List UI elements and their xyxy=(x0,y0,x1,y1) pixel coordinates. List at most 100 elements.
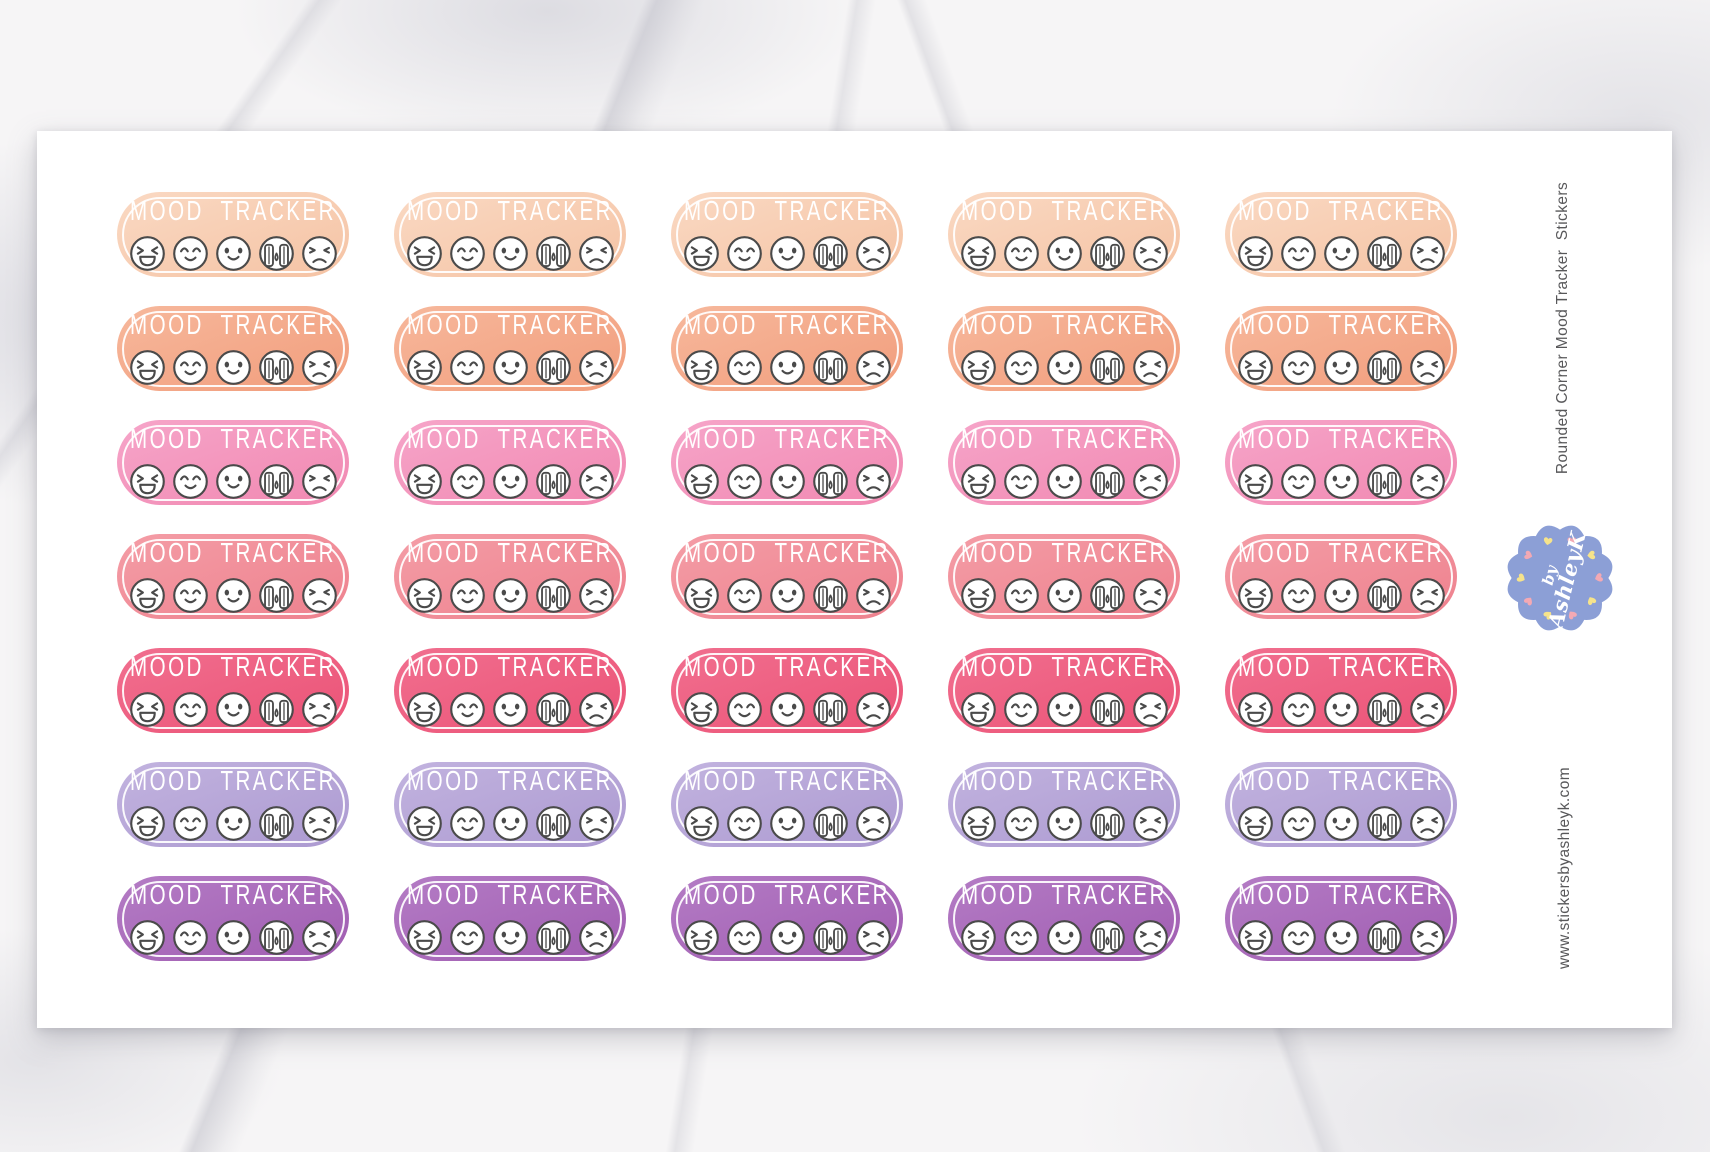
mood-tracker-sticker-peach: MOOD TRACKER xyxy=(117,192,349,277)
content-face-icon xyxy=(492,464,528,499)
laughing-face-icon xyxy=(406,350,442,385)
mood-faces-row xyxy=(948,463,1180,500)
sticker-title: MOOD TRACKER xyxy=(407,310,613,341)
mood-tracker-sticker-salmon: MOOD TRACKER xyxy=(117,306,349,391)
angry-face-icon xyxy=(1132,350,1168,385)
crying-face-icon xyxy=(812,464,848,499)
mood-faces-row xyxy=(671,919,903,956)
sticker-grid: MOOD TRACKER MOOD TRACKER MOOD TRACKER MOOD… xyxy=(117,192,1457,961)
crying-face-icon xyxy=(535,236,571,271)
mood-faces-row xyxy=(394,463,626,500)
mood-faces-row xyxy=(394,577,626,614)
happy-face-icon xyxy=(1003,920,1039,955)
sticker-title: MOOD TRACKER xyxy=(407,196,613,227)
crying-face-icon xyxy=(1366,692,1402,727)
happy-face-icon xyxy=(1280,236,1316,271)
laughing-face-icon xyxy=(406,464,442,499)
crying-face-icon xyxy=(812,578,848,613)
sticker-title: MOOD TRACKER xyxy=(684,880,890,911)
laughing-face-icon xyxy=(960,578,996,613)
angry-face-icon xyxy=(855,578,891,613)
sticker-title: MOOD TRACKER xyxy=(1238,424,1444,455)
laughing-face-icon xyxy=(960,350,996,385)
happy-face-icon xyxy=(449,464,485,499)
crying-face-icon xyxy=(1366,464,1402,499)
mood-faces-row xyxy=(117,463,349,500)
mood-faces-row xyxy=(671,691,903,728)
content-face-icon xyxy=(1046,350,1082,385)
sticker-title: MOOD TRACKER xyxy=(407,424,613,455)
heart-icon xyxy=(1587,597,1597,606)
sticker-title: MOOD TRACKER xyxy=(407,652,613,683)
heart-icon xyxy=(1516,573,1525,582)
mood-tracker-sticker-coral: MOOD TRACKER xyxy=(671,534,903,619)
crying-face-icon xyxy=(812,350,848,385)
angry-face-icon xyxy=(578,920,614,955)
mood-tracker-sticker-salmon: MOOD TRACKER xyxy=(948,306,1180,391)
crying-face-icon xyxy=(812,236,848,271)
happy-face-icon xyxy=(449,350,485,385)
laughing-face-icon xyxy=(960,806,996,841)
angry-face-icon xyxy=(1409,578,1445,613)
laughing-face-icon xyxy=(960,920,996,955)
laughing-face-icon xyxy=(129,806,165,841)
mood-faces-row xyxy=(671,235,903,272)
content-face-icon xyxy=(215,350,251,385)
mood-faces-row xyxy=(671,577,903,614)
mood-faces-row xyxy=(394,919,626,956)
content-face-icon xyxy=(1323,350,1359,385)
mood-faces-row xyxy=(1225,235,1457,272)
happy-face-icon xyxy=(1003,236,1039,271)
sticker-title: MOOD TRACKER xyxy=(407,538,613,569)
content-face-icon xyxy=(492,806,528,841)
mood-tracker-sticker-purple: MOOD TRACKER xyxy=(1225,876,1457,961)
content-face-icon xyxy=(1046,692,1082,727)
content-face-icon xyxy=(215,806,251,841)
content-face-icon xyxy=(1323,692,1359,727)
sticker-title: MOOD TRACKER xyxy=(684,196,890,227)
angry-face-icon xyxy=(578,692,614,727)
sticker-title: MOOD TRACKER xyxy=(407,880,613,911)
crying-face-icon xyxy=(535,350,571,385)
angry-face-icon xyxy=(855,236,891,271)
laughing-face-icon xyxy=(406,578,442,613)
laughing-face-icon xyxy=(683,578,719,613)
mood-tracker-sticker-salmon: MOOD TRACKER xyxy=(671,306,903,391)
mood-faces-row xyxy=(394,805,626,842)
crying-face-icon xyxy=(1366,920,1402,955)
crying-face-icon xyxy=(258,350,294,385)
mood-faces-row xyxy=(117,919,349,956)
happy-face-icon xyxy=(1280,692,1316,727)
happy-face-icon xyxy=(726,464,762,499)
crying-face-icon xyxy=(258,806,294,841)
mood-tracker-sticker-lavender: MOOD TRACKER xyxy=(117,762,349,847)
content-face-icon xyxy=(492,236,528,271)
content-face-icon xyxy=(215,578,251,613)
happy-face-icon xyxy=(726,920,762,955)
sticker-title: MOOD TRACKER xyxy=(130,196,336,227)
crying-face-icon xyxy=(258,236,294,271)
content-face-icon xyxy=(1323,806,1359,841)
angry-face-icon xyxy=(578,236,614,271)
sticker-title: MOOD TRACKER xyxy=(684,424,890,455)
mood-tracker-sticker-lavender: MOOD TRACKER xyxy=(671,762,903,847)
mood-tracker-sticker-lavender: MOOD TRACKER xyxy=(948,762,1180,847)
crying-face-icon xyxy=(1089,692,1125,727)
mood-faces-row xyxy=(1225,691,1457,728)
mood-tracker-sticker-pink: MOOD TRACKER xyxy=(671,420,903,505)
mood-faces-row xyxy=(117,235,349,272)
crying-face-icon xyxy=(1366,350,1402,385)
mood-faces-row xyxy=(948,349,1180,386)
mood-tracker-sticker-purple: MOOD TRACKER xyxy=(394,876,626,961)
content-face-icon xyxy=(492,920,528,955)
mood-faces-row xyxy=(117,349,349,386)
heart-icon xyxy=(1568,611,1577,620)
laughing-face-icon xyxy=(129,578,165,613)
sticker-title: MOOD TRACKER xyxy=(1238,538,1444,569)
mood-faces-row xyxy=(671,463,903,500)
sticker-title: MOOD TRACKER xyxy=(961,310,1167,341)
sticker-title: MOOD TRACKER xyxy=(961,196,1167,227)
mood-tracker-sticker-coral: MOOD TRACKER xyxy=(948,534,1180,619)
mood-faces-row xyxy=(1225,463,1457,500)
